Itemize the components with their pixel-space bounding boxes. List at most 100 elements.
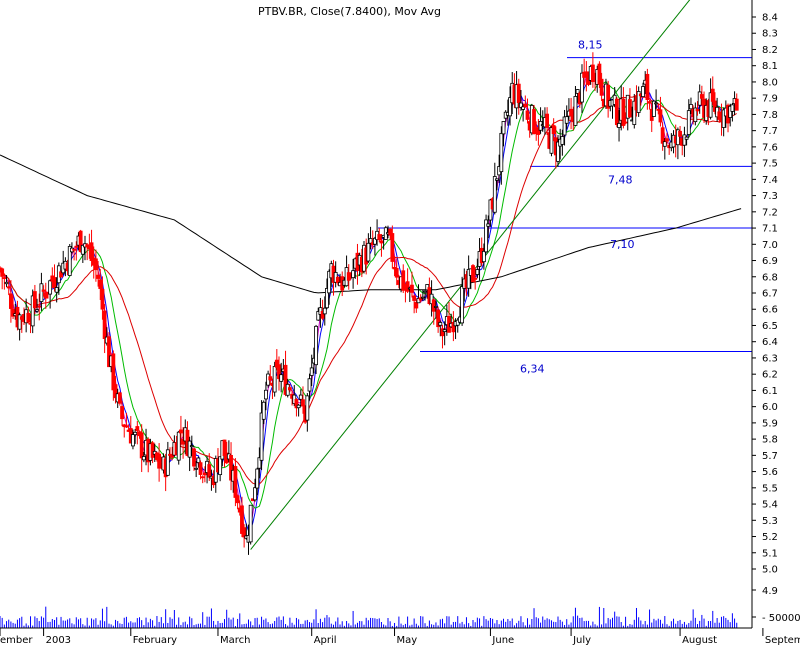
candle-body	[525, 110, 530, 120]
candle-body	[684, 136, 689, 140]
long-moving-average-line	[0, 154, 742, 294]
candle-body	[325, 288, 329, 309]
candle-body	[473, 277, 478, 280]
candle-body	[658, 109, 663, 123]
y-tick-label: 6.3	[762, 353, 778, 364]
candle-body	[233, 466, 238, 498]
volume-bars	[0, 606, 738, 628]
candle-body	[451, 321, 456, 333]
candle-body	[532, 109, 536, 135]
candle-body	[412, 295, 417, 301]
candle-body	[425, 284, 430, 291]
y-tick-label: 7.7	[762, 126, 778, 137]
candle-body	[495, 178, 499, 181]
candle-body	[98, 279, 103, 289]
candle-body	[523, 103, 528, 108]
candle-body	[314, 325, 318, 366]
y-tick-label: 5.3	[762, 516, 778, 527]
y-tick-label: 5.2	[762, 532, 778, 543]
candle-body	[30, 295, 35, 327]
candle-body	[606, 84, 611, 109]
candle-body	[351, 270, 356, 279]
candle-body	[431, 299, 436, 312]
y-tick-label: 7.4	[762, 175, 778, 186]
candle-body	[165, 449, 170, 476]
y-tick-label: 7.2	[762, 207, 778, 218]
candle-body	[455, 319, 460, 326]
candle-body	[636, 91, 641, 113]
candle-body	[486, 223, 491, 227]
candle-body	[423, 290, 427, 293]
candle-body	[181, 439, 185, 445]
y-tick-label: 5.8	[762, 435, 778, 446]
x-tick-label: April	[314, 635, 337, 646]
candle-body	[617, 123, 621, 128]
candle-body	[641, 86, 645, 98]
candle-body	[418, 297, 423, 301]
candle-body	[85, 244, 90, 248]
candle-body	[434, 306, 438, 308]
candle-body	[89, 242, 94, 261]
candle-body	[0, 267, 2, 270]
y-tick-label: 7.1	[762, 224, 778, 235]
moving-average-line	[0, 74, 737, 537]
y-tick-label: 5.1	[762, 548, 778, 559]
candle-body	[157, 453, 162, 469]
candle-body	[272, 366, 277, 393]
candle-body	[189, 445, 194, 448]
candle-body	[492, 176, 497, 213]
candle-body	[131, 434, 135, 447]
y-tick-label: 8.1	[762, 61, 778, 72]
y-tick-label: 5.6	[762, 467, 778, 478]
candles	[0, 52, 739, 555]
candle-body	[37, 305, 42, 308]
candle-body	[414, 302, 419, 309]
candle-body	[39, 283, 44, 302]
candle-body	[654, 102, 658, 105]
candle-body	[264, 389, 268, 400]
candle-body	[721, 109, 726, 128]
candle-body	[4, 281, 9, 285]
candle-body	[279, 374, 284, 382]
candle-body	[200, 476, 205, 479]
candle-body	[222, 439, 227, 457]
candle-body	[678, 130, 682, 137]
candle-body	[322, 307, 327, 315]
annotations: 8,15 7,48 7,10 6,34	[520, 39, 635, 376]
candle-body	[368, 238, 373, 244]
candle-body	[298, 394, 303, 400]
y-tick-label: 6.6	[762, 305, 778, 316]
candle-body	[242, 527, 247, 538]
candle-body	[405, 281, 410, 292]
candle-body	[660, 127, 665, 144]
y-tick-label: 7.5	[762, 159, 778, 170]
y-tick-label: 6.2	[762, 370, 778, 381]
candle-body	[133, 431, 138, 436]
candle-body	[645, 73, 650, 100]
y-tick-label: 8.0	[762, 77, 778, 88]
x-tick-label: February	[133, 635, 177, 646]
candle-body	[307, 378, 312, 392]
candle-body	[699, 94, 704, 99]
x-tick-label: August	[682, 635, 717, 646]
candle-body	[301, 399, 305, 407]
candle-body	[549, 127, 554, 154]
x-tick-label: May	[397, 635, 418, 646]
candle-body	[248, 504, 253, 543]
candle-body	[0, 268, 5, 277]
candle-body	[580, 72, 584, 103]
y-tick-label: 5.4	[762, 500, 778, 511]
candle-body	[734, 98, 739, 111]
candle-body	[218, 456, 223, 476]
candle-body	[366, 242, 371, 262]
y-tick-label: 5.0	[762, 565, 778, 576]
candle-body	[179, 429, 183, 434]
candle-body	[288, 387, 292, 391]
candle-body	[438, 322, 443, 326]
candle-body	[508, 97, 512, 117]
candle-body	[8, 293, 13, 309]
candle-body	[59, 271, 63, 278]
moving-average-line	[0, 80, 737, 509]
candle-body	[94, 258, 98, 271]
candle-body	[545, 113, 550, 128]
